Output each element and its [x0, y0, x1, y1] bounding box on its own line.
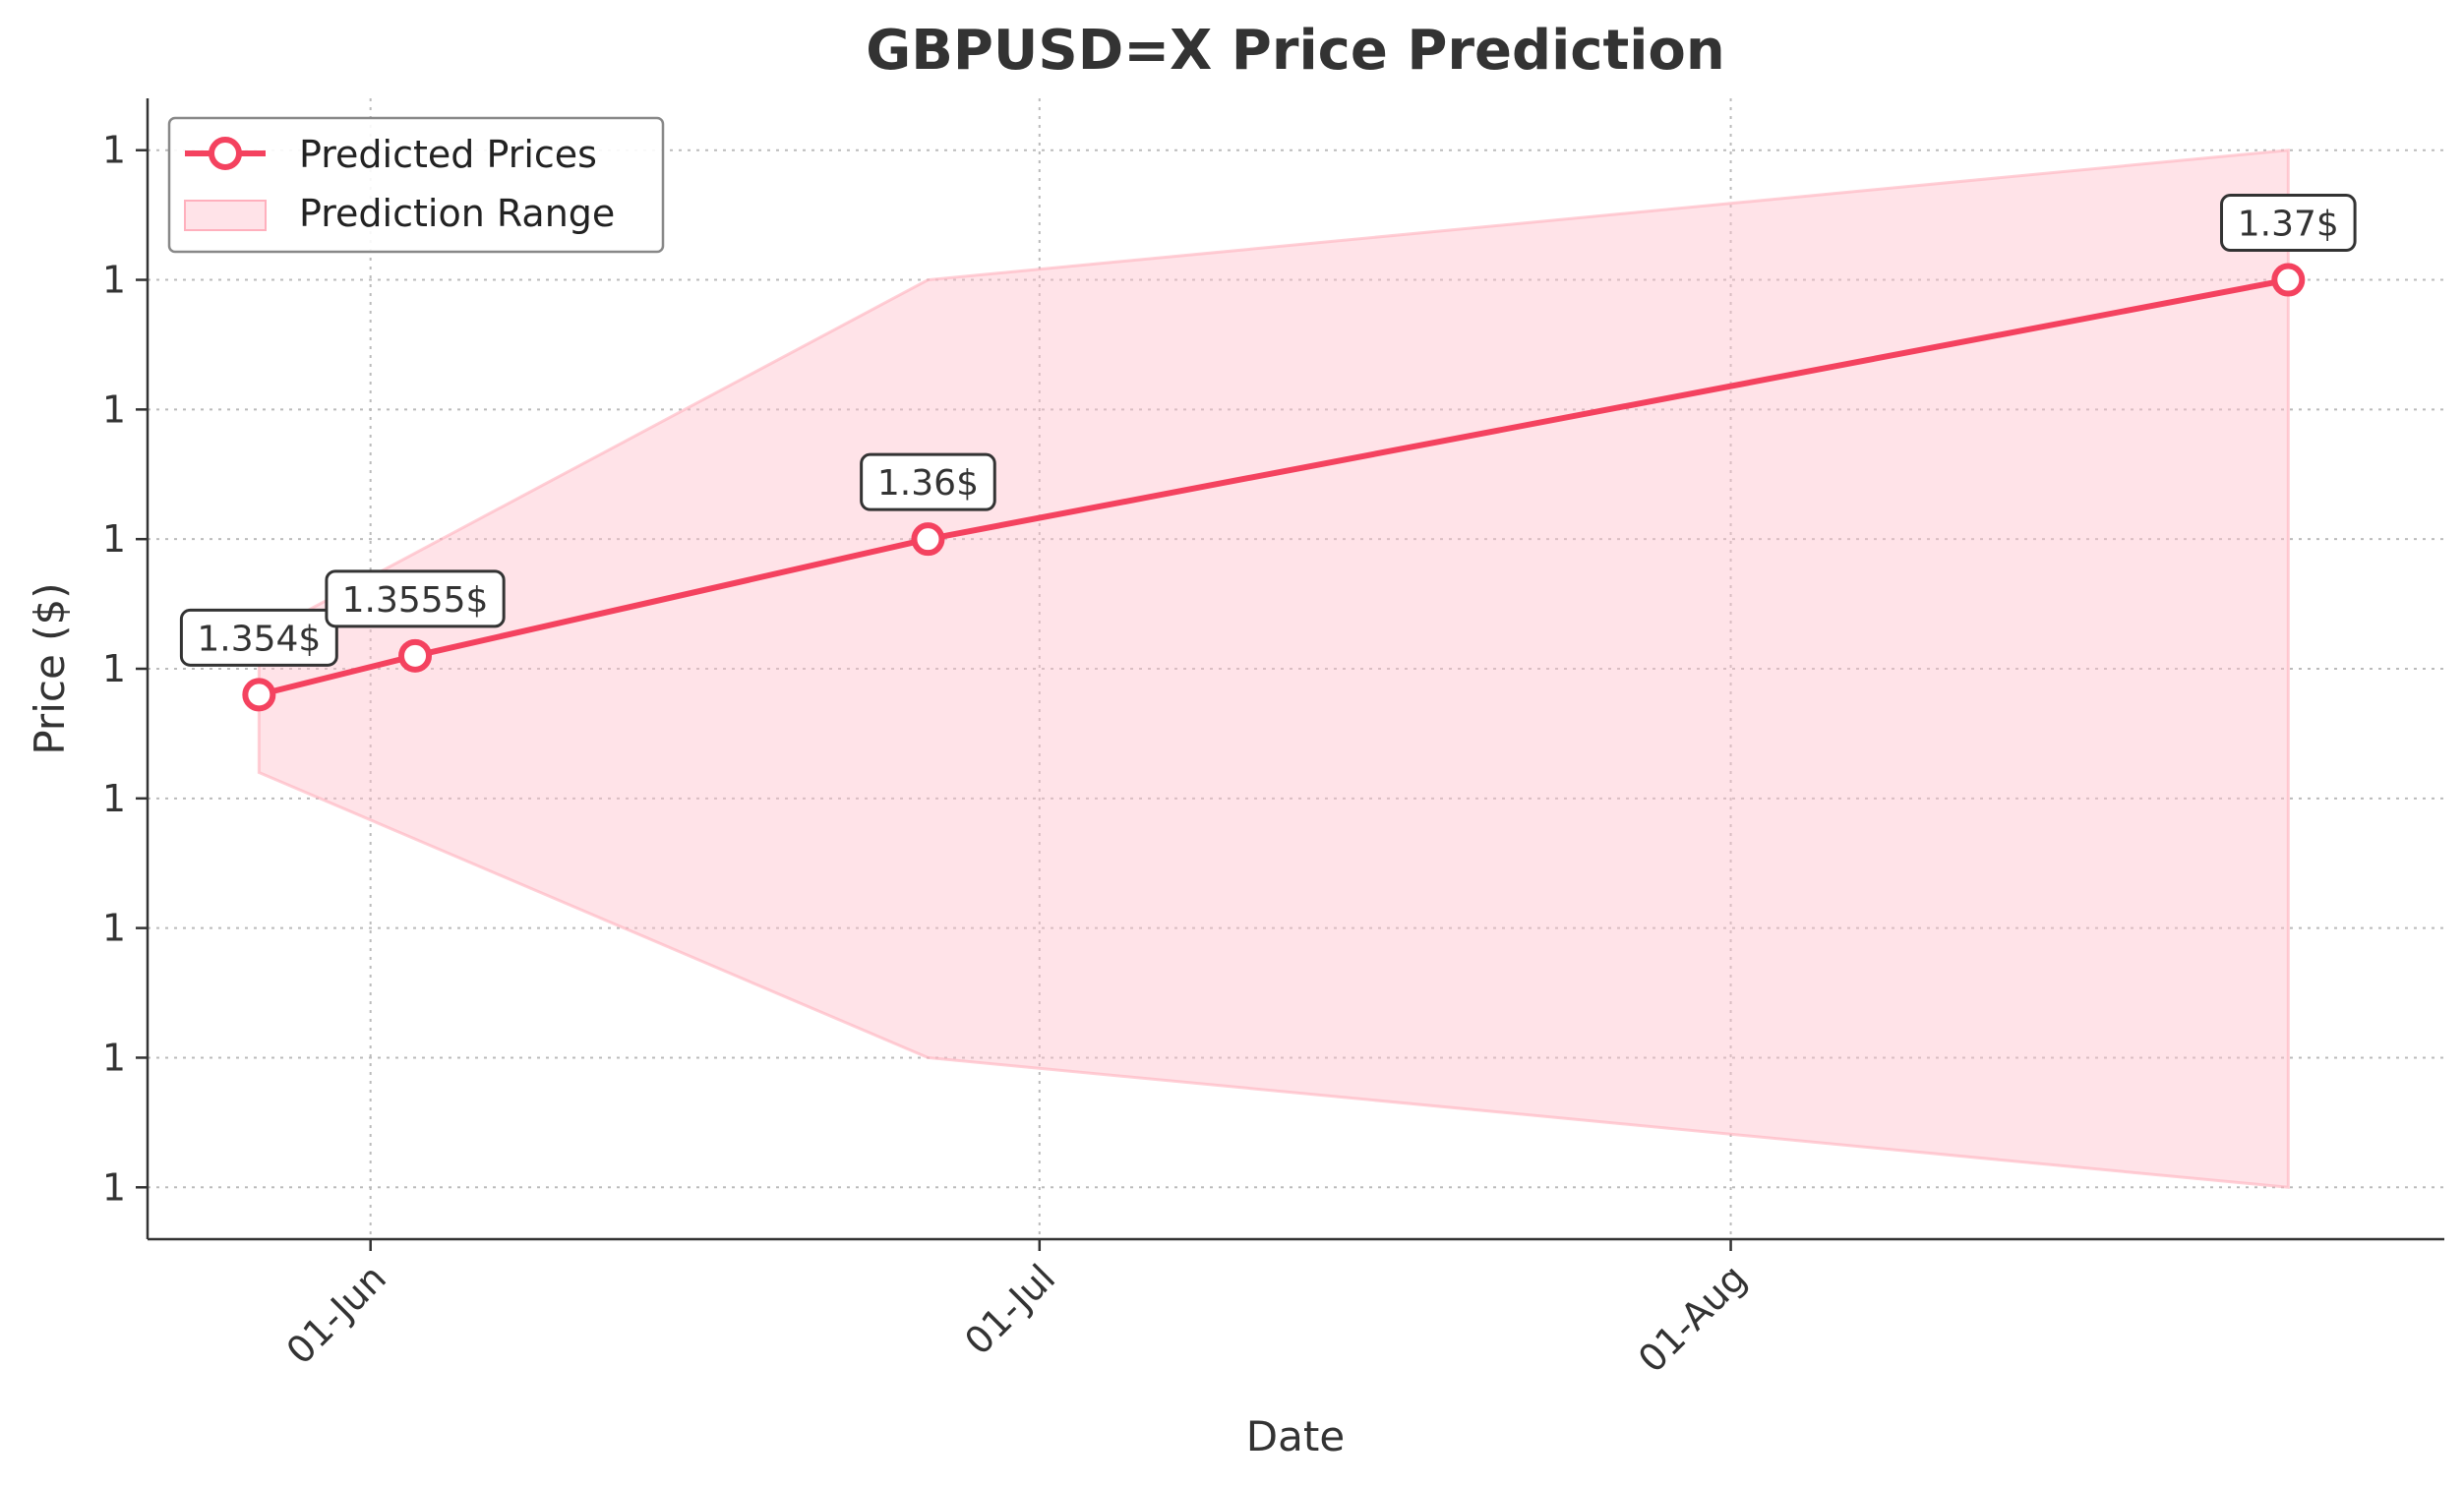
y-tick-label: 1 — [102, 129, 126, 172]
prediction-range-area — [257, 149, 2290, 1189]
predicted-price-point — [398, 638, 433, 673]
x-tick-label: 01-Jul — [956, 1256, 1063, 1363]
y-axis-label: Price ($) — [26, 582, 74, 754]
predicted-price-point — [2271, 263, 2306, 297]
y-tick-label: 1 — [102, 647, 126, 690]
annotation-box — [2220, 194, 2357, 253]
price-annotations: 1.354$ 1.3555$ 1.36$ 1.37$ — [179, 194, 2357, 667]
predicted-prices-line — [258, 276, 2289, 698]
legend-marker-icon — [209, 137, 242, 170]
annotation-label: 1.3555$ — [342, 580, 489, 621]
legend-box — [167, 116, 665, 254]
y-tick-label: 1 — [102, 517, 126, 561]
x-tick-label: 01-Jun — [278, 1256, 394, 1372]
x-axis-ticks: 01-Jun 01-Jul 01-Aug — [278, 1239, 1755, 1381]
y-tick-label: 1 — [102, 777, 126, 820]
y-tick-label: 1 — [102, 1036, 126, 1079]
legend-range-swatch — [184, 200, 267, 231]
chart-title: GBPUSD=X Price Prediction — [866, 19, 1725, 83]
y-tick-label: 1 — [102, 907, 126, 950]
annotation-label: 1.354$ — [197, 619, 321, 659]
y-axis-ticks: 1 1 1 1 1 1 1 1 1 — [102, 129, 148, 1209]
y-tick-label: 1 — [102, 259, 126, 302]
y-tick-label: 1 — [102, 1165, 126, 1209]
x-axis-label: Date — [1246, 1412, 1345, 1460]
predicted-price-point — [242, 678, 276, 712]
annotation-box — [325, 569, 506, 628]
x-tick-label: 01-Aug — [1630, 1256, 1755, 1381]
annotation-label: 1.36$ — [877, 463, 979, 504]
annotation-box — [860, 452, 996, 511]
y-tick-label: 1 — [102, 387, 126, 431]
legend: Predicted Prices Prediction Range — [167, 116, 665, 254]
legend-label-predicted: Predicted Prices — [299, 133, 597, 176]
annotation-label: 1.37$ — [2238, 205, 2339, 245]
predicted-price-point — [911, 522, 945, 557]
predicted-price-points — [242, 263, 2306, 712]
annotation-box — [179, 608, 338, 667]
legend-label-range: Prediction Range — [299, 192, 615, 235]
